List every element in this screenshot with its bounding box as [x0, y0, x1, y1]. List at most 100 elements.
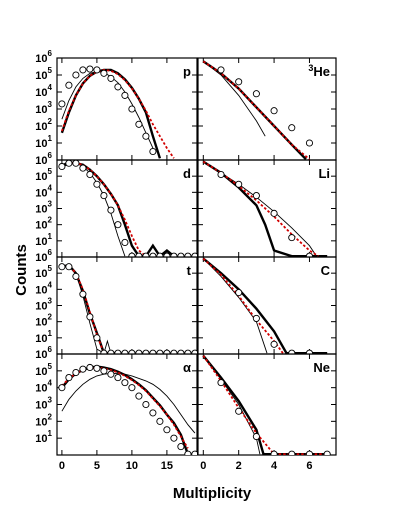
- panel-frame: [56, 256, 198, 355]
- y-tick-exponent: 1: [48, 329, 53, 338]
- x-tick-label: 0: [200, 460, 206, 472]
- y-tick-label: 102: [35, 216, 52, 232]
- data-point: [217, 66, 225, 74]
- data-point: [305, 450, 314, 455]
- y-tick-exponent: 4: [48, 83, 53, 92]
- data-point: [65, 263, 73, 271]
- data-point: [191, 450, 197, 455]
- y-tick-exponent: 5: [48, 362, 53, 371]
- data-point: [288, 349, 296, 354]
- data-point: [72, 160, 80, 167]
- data-point: [79, 66, 87, 74]
- data-point: [121, 238, 129, 246]
- data-point: [270, 209, 278, 217]
- data-point: [114, 221, 122, 229]
- y-tick-label: 105: [35, 66, 52, 82]
- data-point: [93, 180, 101, 188]
- data-point: [191, 252, 197, 257]
- data-point: [135, 252, 143, 257]
- y-tick-exponent: 4: [48, 379, 53, 388]
- data-point: [86, 170, 94, 179]
- thick-black-line: [202, 354, 328, 455]
- data-point: [79, 290, 87, 298]
- data-point: [86, 363, 94, 372]
- data-point: [270, 107, 278, 115]
- y-tick-label: 101: [35, 232, 52, 248]
- thin-black-line: [61, 161, 126, 257]
- panel-label: C: [321, 263, 331, 278]
- data-point: [93, 66, 101, 74]
- data-point: [184, 450, 192, 455]
- panel-data: [58, 65, 175, 159]
- red-dotted-line: [61, 68, 175, 159]
- y-tick-label: 101: [35, 134, 52, 150]
- y-tick-label: 104: [35, 83, 52, 99]
- panel-data: [58, 160, 197, 257]
- data-point: [86, 313, 94, 321]
- x-tick-label: 2: [236, 460, 242, 472]
- data-point: [93, 334, 101, 342]
- data-point: [100, 367, 108, 375]
- data-point: [252, 192, 260, 200]
- y-tick-label: 101: [35, 429, 52, 445]
- y-tick-exponent: 1: [48, 429, 53, 438]
- data-point: [270, 450, 278, 455]
- data-point: [149, 147, 157, 156]
- panel-label: d: [183, 166, 191, 181]
- panel-ne: 0 2 4 6 Ne: [197, 353, 337, 472]
- thick-black-line: [60, 68, 162, 159]
- panel-data: [202, 354, 331, 455]
- data-point: [135, 349, 143, 354]
- y-tick-label: 106: [35, 345, 52, 361]
- data-point: [177, 349, 185, 354]
- data-point: [121, 379, 129, 387]
- y-tick-exponent: 6: [48, 49, 53, 58]
- data-point: [170, 252, 178, 257]
- y-tick-exponent: 3: [48, 100, 53, 109]
- panel-li: Li: [197, 159, 337, 258]
- panel-data: [202, 160, 328, 257]
- data-point: [79, 164, 87, 172]
- data-point: [149, 252, 157, 257]
- data-point: [170, 434, 178, 442]
- data-point: [149, 409, 157, 417]
- data-point: [107, 349, 115, 354]
- panel-label: α: [183, 360, 191, 375]
- data-point: [252, 432, 260, 441]
- data-point: [86, 65, 94, 73]
- y-tick-label: 104: [35, 280, 52, 296]
- y-tick-exponent: 6: [48, 345, 53, 354]
- panel-label: Ne: [313, 360, 330, 375]
- data-point: [107, 206, 115, 214]
- y-tick-label: 102: [35, 313, 52, 329]
- panel-data: [202, 257, 328, 354]
- y-tick-exponent: 5: [48, 264, 53, 273]
- data-point: [184, 252, 192, 257]
- y-tick-exponent: 2: [48, 313, 53, 322]
- data-point: [93, 364, 101, 372]
- panel-label: 3He: [308, 63, 330, 79]
- data-point: [235, 180, 243, 188]
- panel-label: p: [183, 64, 191, 79]
- panel-data: [202, 60, 314, 160]
- y-tick-exponent: 5: [48, 167, 53, 176]
- red-dotted-line: [61, 366, 189, 449]
- y-tick-label: 105: [35, 264, 52, 280]
- data-point: [58, 263, 66, 271]
- x-tick-label: 4: [271, 460, 278, 472]
- y-tick-exponent: 2: [48, 216, 53, 225]
- x-axis-label: Multiplicity: [173, 485, 252, 502]
- data-point: [177, 443, 185, 451]
- data-point: [191, 349, 197, 354]
- data-point: [121, 349, 129, 354]
- y-tick-exponent: 6: [48, 151, 53, 160]
- data-point: [58, 162, 66, 171]
- data-point: [121, 91, 129, 99]
- thin-black-line: [61, 264, 112, 354]
- data-point: [72, 368, 80, 377]
- y-tick-label: 101: [35, 329, 52, 345]
- y-tick-label: 103: [35, 297, 52, 313]
